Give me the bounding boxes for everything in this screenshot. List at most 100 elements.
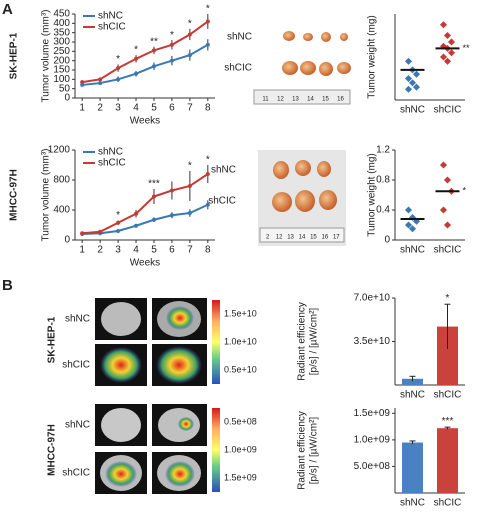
y-tick-label: 1.5e+09 (354, 408, 391, 419)
x-tick-label: 5 (151, 103, 157, 114)
y-tick-label: 150 (53, 65, 70, 76)
y-tick-label: 1.2 (376, 145, 390, 156)
ruler-label: 13 (287, 235, 294, 241)
y-tick-label: 450 (53, 9, 70, 20)
tumor-photo (253, 24, 352, 105)
y-axis-label: Radiant efficiency (297, 411, 308, 490)
y-axis-label: [p/s] / [µW/cm²] (309, 308, 320, 376)
point (439, 161, 448, 169)
ruler-label: 14 (307, 97, 314, 103)
x-tick-label: 6 (169, 245, 175, 256)
legend-label: shNC (98, 147, 123, 158)
point (151, 194, 156, 199)
x-tick-label: 4 (133, 245, 139, 256)
significance: * (463, 186, 467, 196)
colorbar-label: 1.0e+10 (224, 336, 257, 346)
image-label: shCIC (62, 360, 90, 371)
point (404, 221, 413, 229)
x-tick-label: 3 (115, 245, 121, 256)
bar (437, 428, 458, 493)
y-tick-label: 0.8 (376, 175, 390, 186)
x-tick-label: 3 (115, 103, 121, 114)
x-tick-label: shCIC (434, 390, 462, 401)
point (205, 202, 210, 207)
significance: *** (148, 179, 160, 190)
y-axis-label: Radiant efficiency (297, 302, 308, 381)
point (404, 206, 413, 214)
series-line (82, 20, 209, 84)
significance: ** (150, 36, 158, 47)
point (80, 231, 85, 236)
point (412, 83, 421, 91)
point (116, 66, 121, 71)
x-tick-label: 8 (205, 103, 211, 114)
point (80, 80, 85, 85)
x-tick-label: 1 (79, 245, 85, 256)
significance: * (116, 54, 120, 65)
row-title: MHCC-97H (9, 169, 20, 221)
x-tick-label: shNC (400, 390, 425, 401)
ruler-label: 15 (322, 97, 329, 103)
x-tick-label: shNC (400, 105, 425, 116)
point (80, 82, 85, 87)
point (169, 188, 174, 193)
point (205, 19, 210, 24)
photo-label: shCIC (224, 63, 252, 74)
point (205, 42, 210, 47)
point (151, 217, 156, 222)
photo-label: shCIC (208, 196, 236, 207)
panel-label: A (2, 1, 13, 18)
point (169, 213, 174, 218)
y-tick-label: 1200 (48, 145, 71, 156)
point (205, 172, 210, 176)
point (134, 223, 139, 228)
x-tick-label: shCIC (434, 245, 462, 256)
x-tick-label: shCIC (434, 498, 462, 509)
ivis-images (95, 298, 220, 494)
point (134, 56, 139, 61)
point (439, 53, 448, 61)
y-axis-label: Tumor weight (mg) (367, 153, 378, 237)
ruler-label: 16 (337, 97, 344, 103)
row-title: SK-HEP-1 (9, 32, 20, 79)
significance: * (134, 45, 138, 56)
ruler-label: 12 (277, 97, 284, 103)
significance: * (206, 155, 210, 166)
x-tick-label: 1 (79, 103, 85, 114)
x-tick-label: 2 (97, 103, 103, 114)
ruler-label: 12 (276, 235, 283, 241)
y-tick-label: 0 (64, 93, 70, 104)
x-axis-label: Weeks (130, 116, 160, 127)
point (98, 77, 103, 82)
x-tick-label: 5 (151, 245, 157, 256)
series-line (82, 173, 209, 235)
point (408, 225, 417, 233)
ruler-label: 13 (292, 97, 299, 103)
ruler-label: 2 (266, 235, 270, 241)
point (447, 38, 456, 46)
point (151, 48, 156, 53)
y-axis-label: [p/s] / [µW/cm²] (309, 417, 320, 485)
bar (402, 378, 423, 385)
y-axis-label: Tumor volume (mm³) (41, 10, 52, 103)
y-tick-label: 350 (53, 27, 70, 38)
row-title: SK-HEP-1 (47, 316, 58, 363)
legend-label: shCIC (98, 158, 126, 169)
x-tick-label: shNC (400, 245, 425, 256)
y-tick-label: 5.0e+08 (354, 461, 391, 472)
point (116, 229, 121, 233)
bar (402, 442, 423, 493)
y-tick-label: 250 (53, 46, 70, 57)
point (187, 53, 192, 58)
significance: * (188, 161, 192, 172)
y-tick-label: 0 (64, 235, 70, 246)
x-tick-label: 4 (133, 103, 139, 114)
point (134, 71, 139, 76)
image-label: shNC (65, 420, 90, 431)
x-tick-label: 6 (169, 103, 175, 114)
ruler-label: 11 (262, 97, 269, 103)
significance: * (446, 293, 450, 304)
y-tick-label: 200 (53, 55, 70, 66)
point (439, 21, 448, 29)
significance: ** (463, 43, 471, 53)
